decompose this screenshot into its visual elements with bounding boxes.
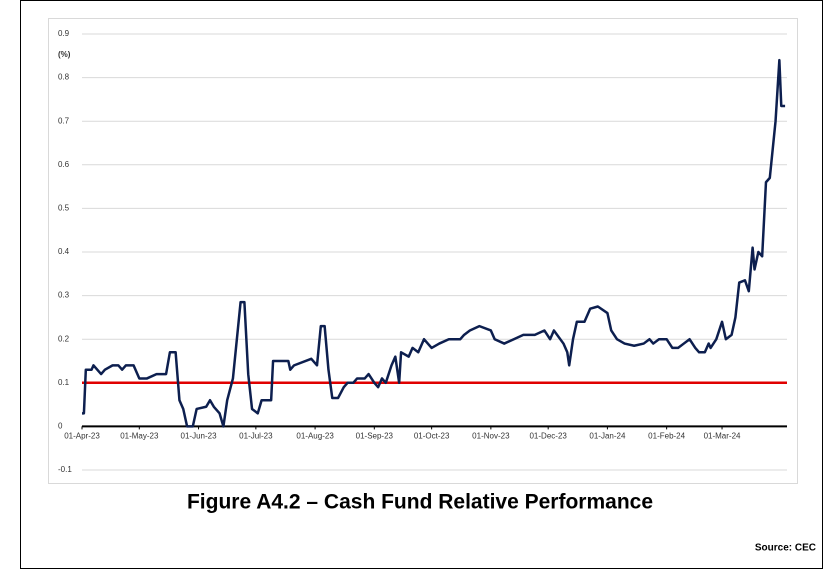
x-tick-label: 01-May-23 [120, 432, 159, 441]
plot-frame [48, 18, 798, 484]
y-tick-label: 0.3 [58, 291, 70, 300]
x-tick-label: 01-Nov-23 [472, 432, 510, 441]
x-tick-label: 01-Jul-23 [239, 432, 273, 441]
chart-title: Figure A4.2 – Cash Fund Relative Perform… [187, 491, 653, 514]
y-tick-label: 0.5 [58, 204, 70, 213]
y-tick-label: 0.4 [58, 247, 70, 256]
y-tick-label: 0.2 [58, 334, 70, 343]
y-tick-label: 0.6 [58, 160, 70, 169]
y-tick-label: 0.1 [58, 378, 70, 387]
y-tick-label: 0.8 [58, 73, 70, 82]
y-tick-label: 0 [58, 422, 63, 431]
x-tick-label: 01-Jun-23 [181, 432, 218, 441]
frame [20, 0, 823, 569]
x-tick-label: 01-Apr-23 [64, 432, 100, 441]
x-tick-label: 01-Jan-24 [589, 432, 626, 441]
x-tick-label: 01-Aug-23 [296, 432, 334, 441]
source: Source: CEC [755, 543, 816, 554]
x-tick-label: 01-Feb-24 [648, 432, 685, 441]
x-tick-label: 01-Sep-23 [356, 432, 394, 441]
y-axis-label: (%) [58, 50, 71, 59]
x-tick-label: 01-Mar-24 [704, 432, 741, 441]
y-tick-label: 0.7 [58, 116, 70, 125]
y-tick-label: 0.9 [58, 29, 70, 38]
x-tick-label: 01-Dec-23 [529, 432, 567, 441]
y-tick-label: -0.1 [58, 465, 72, 474]
data-line [82, 58, 786, 428]
x-tick-label: 01-Oct-23 [414, 432, 450, 441]
